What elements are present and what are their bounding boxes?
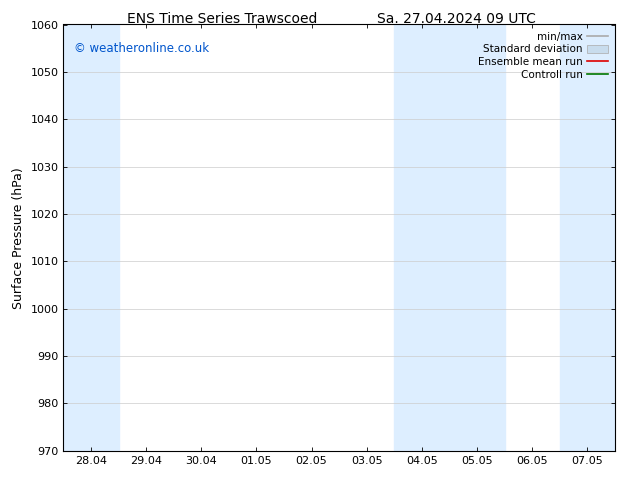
Text: © weatheronline.co.uk: © weatheronline.co.uk <box>74 42 210 54</box>
Y-axis label: Surface Pressure (hPa): Surface Pressure (hPa) <box>12 167 25 309</box>
Legend: min/max, Standard deviation, Ensemble mean run, Controll run: min/max, Standard deviation, Ensemble me… <box>476 30 610 82</box>
Bar <box>394 24 505 451</box>
Bar <box>560 24 615 451</box>
Text: ENS Time Series Trawscoed: ENS Time Series Trawscoed <box>127 12 317 26</box>
Bar <box>63 24 119 451</box>
Text: Sa. 27.04.2024 09 UTC: Sa. 27.04.2024 09 UTC <box>377 12 536 26</box>
